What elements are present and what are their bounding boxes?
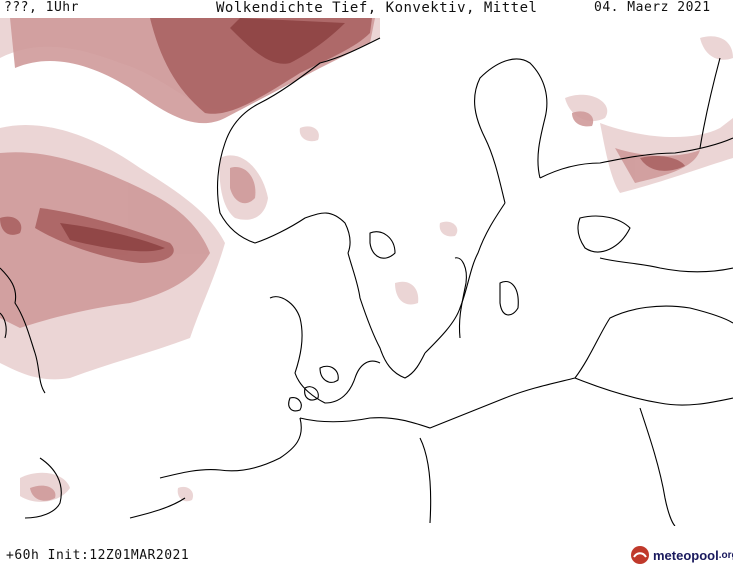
cloud-layer-darkest [60,18,345,252]
meteopool-logo-icon [631,546,649,564]
coastlines [0,37,733,526]
forecast-init-label: +60h Init:12Z01MAR2021 [6,548,190,563]
meteopool-logo-suffix: .org [718,549,733,561]
meteopool-logo-name: meteopool [653,547,719,563]
cloud-density-map [0,18,733,526]
forecast-date: 04. Maerz 2021 [594,0,711,15]
meteopool-logo[interactable]: meteopool.org [630,544,733,566]
map-title: Wolkendichte Tief, Konvektiv, Mittel [216,0,538,16]
run-time-label: ???, 1Uhr [4,0,79,15]
